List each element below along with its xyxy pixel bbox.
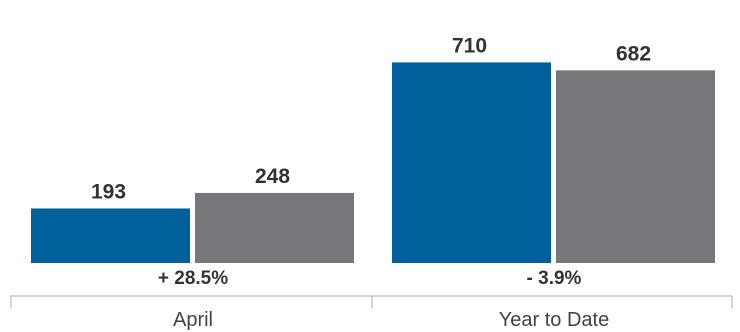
category-label-april: April xyxy=(173,309,213,331)
value-label-april-blue: 193 xyxy=(91,180,126,203)
category-label-year-to-date: Year to Date xyxy=(499,309,609,331)
change-label-year-to-date: - 3.9% xyxy=(527,268,582,289)
change-label-april: + 28.5% xyxy=(158,268,228,289)
value-label-year-to-date-blue: 710 xyxy=(452,34,487,57)
bar-april-blue xyxy=(31,208,190,263)
bars-group xyxy=(31,62,715,264)
bar-year-to-date-gray xyxy=(556,70,715,264)
bar-year-to-date-blue xyxy=(392,62,551,263)
value-label-year-to-date-gray: 682 xyxy=(616,42,651,65)
bar-april-gray xyxy=(195,192,354,263)
value-labels-group: 193 248 710 682 xyxy=(91,34,651,203)
value-label-april-gray: 248 xyxy=(255,165,290,188)
